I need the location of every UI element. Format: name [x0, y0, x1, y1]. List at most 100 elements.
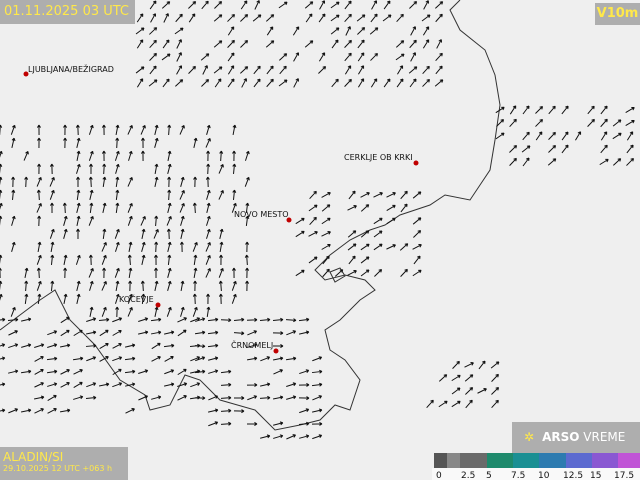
wind-arrow	[293, 78, 299, 88]
wind-arrow	[399, 243, 409, 251]
wind-arrow	[272, 317, 284, 322]
wind-arrow	[73, 329, 83, 337]
wind-arrow	[370, 78, 378, 88]
wind-arrow	[293, 52, 300, 62]
wind-arrow	[265, 14, 275, 22]
wind-arrow	[535, 105, 544, 114]
wind-arrow	[23, 150, 29, 161]
wind-arrow	[383, 78, 391, 88]
wind-arrow	[167, 202, 172, 213]
wind-arrow	[148, 79, 158, 87]
wind-arrow	[194, 330, 206, 335]
wind-arrow	[272, 331, 284, 336]
wind-arrow	[247, 395, 258, 401]
wind-arrow	[167, 280, 172, 291]
wind-arrow	[124, 356, 136, 361]
wind-arrow	[266, 26, 274, 36]
wind-arrow	[295, 230, 305, 238]
wind-arrow	[373, 217, 383, 225]
wind-arrow	[422, 65, 430, 75]
wind-arrow	[334, 269, 344, 277]
wind-arrow	[99, 329, 109, 337]
wind-arrow	[344, 0, 352, 10]
wind-arrow	[397, 65, 404, 75]
wind-arrow	[175, 13, 183, 23]
wind-arrow	[114, 150, 120, 161]
time-label: 01.11.2025 03 UTC	[0, 0, 135, 24]
wind-arrow	[47, 394, 57, 401]
wind-arrow	[227, 78, 235, 88]
wind-arrow	[298, 396, 310, 401]
wind-arrow	[166, 306, 172, 317]
wind-arrow	[0, 202, 3, 210]
wind-arrow	[245, 202, 250, 214]
wind-arrow	[273, 369, 283, 375]
wind-arrow	[308, 204, 318, 212]
wind-arrow	[101, 150, 106, 162]
wind-arrow	[491, 399, 499, 409]
wind-arrow	[220, 395, 232, 400]
wind-arrow	[0, 293, 3, 301]
wind-arrow	[626, 144, 634, 154]
wind-arrow	[101, 242, 107, 252]
wind-arrow	[452, 360, 460, 369]
wind-arrow	[360, 269, 370, 277]
wind-arrow	[60, 329, 70, 337]
wind-arrow	[422, 26, 430, 36]
wind-arrow	[163, 13, 169, 23]
wind-arrow	[279, 65, 287, 75]
wind-arrow	[76, 293, 81, 304]
wind-arrow	[179, 125, 185, 135]
wind-arrow	[136, 78, 144, 88]
wind-arrow	[412, 191, 422, 199]
wind-arrow	[140, 216, 146, 226]
wind-arrow	[318, 66, 327, 74]
wind-arrow	[408, 66, 418, 74]
wind-arrow	[286, 434, 296, 440]
wind-arrow	[89, 202, 94, 214]
wind-arrow	[240, 66, 249, 74]
wind-arrow	[167, 150, 172, 161]
wind-arrow	[127, 177, 133, 187]
wind-arrow	[373, 230, 383, 238]
wind-arrow	[477, 388, 487, 394]
wind-arrow	[10, 306, 16, 317]
wind-arrow	[233, 409, 245, 414]
wind-arrow	[37, 215, 42, 227]
wind-arrow	[180, 215, 185, 226]
wind-arrow	[167, 267, 172, 278]
wind-arrow	[246, 317, 258, 322]
wind-arrow	[124, 369, 136, 374]
wind-arrow	[0, 254, 3, 264]
wind-arrow	[208, 356, 219, 361]
wind-arrow	[395, 53, 405, 61]
wind-arrow	[218, 280, 223, 292]
wind-arrow	[115, 306, 120, 318]
wind-arrow	[386, 217, 396, 225]
wind-arrow	[205, 242, 211, 252]
wind-arrow	[76, 150, 81, 162]
city-label: CERKLJE OB KRKI	[344, 153, 413, 162]
wind-arrow	[112, 368, 122, 376]
wind-arrow	[112, 356, 123, 362]
wind-arrow	[400, 268, 408, 277]
wind-arrow	[8, 330, 18, 336]
wind-arrow	[575, 131, 582, 141]
wind-arrow	[240, 0, 248, 10]
wind-arrow	[88, 254, 93, 266]
wind-arrow	[11, 189, 16, 201]
wind-arrow	[360, 230, 370, 238]
wind-arrow	[360, 256, 370, 264]
wind-arrow	[115, 176, 120, 188]
wind-arrow	[495, 132, 505, 140]
wind-arrow	[176, 52, 182, 62]
wind-arrow	[140, 280, 145, 292]
wind-arrow	[190, 382, 201, 388]
wind-arrow	[49, 176, 55, 187]
legend-label: 2.5	[461, 471, 475, 480]
wind-arrow	[162, 39, 170, 49]
wind-arrow	[312, 408, 323, 413]
wind-arrow	[247, 343, 258, 348]
wind-arrow	[114, 241, 120, 252]
wind-arrow	[151, 342, 161, 350]
